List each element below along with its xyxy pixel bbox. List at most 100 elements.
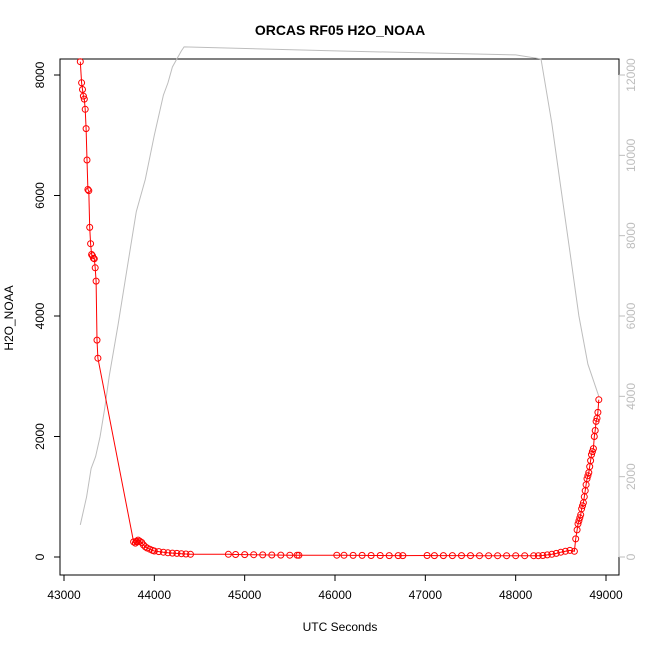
x-tick-label: 48000: [499, 588, 533, 602]
h2o-point: [588, 451, 595, 459]
h2o-point: [80, 95, 88, 103]
h2o-series: [76, 58, 603, 560]
y-tick-label: 0: [33, 553, 47, 560]
h2o-point: [187, 550, 194, 558]
y-tick-label: 8000: [33, 61, 47, 88]
h2o-point: [86, 223, 94, 231]
x-axis-label: UTC Seconds: [303, 620, 378, 634]
h2o-point: [81, 105, 89, 113]
h2o-point: [358, 551, 366, 559]
h2o-point: [539, 552, 547, 559]
h2o-point: [92, 277, 100, 285]
h2o-point: [548, 550, 556, 558]
y-tick-label: 2000: [33, 423, 47, 450]
h2o-point: [561, 547, 569, 555]
h2o-point: [90, 255, 98, 263]
y2-tick-label: 4000: [624, 383, 638, 410]
h2o-point: [87, 240, 95, 248]
h2o-point: [164, 549, 172, 557]
h2o-point: [78, 79, 86, 87]
y2-tick-label: 2000: [624, 463, 638, 490]
h2o-line: [79, 61, 600, 557]
y-tick-label: 6000: [33, 182, 47, 209]
h2o-point: [485, 552, 493, 560]
h2o-point: [591, 427, 599, 434]
h2o-point: [534, 552, 542, 560]
h2o-point: [76, 58, 84, 66]
h2o-point: [177, 550, 185, 558]
h2o-point: [579, 502, 586, 510]
x-tick-label: 45000: [228, 588, 262, 602]
h2o-point: [295, 551, 303, 559]
h2o-point: [521, 552, 529, 560]
altitude-line: [79, 46, 600, 526]
x-tick-label: 49000: [589, 588, 623, 602]
x-tick-label: 47000: [409, 588, 443, 602]
h2o-point: [155, 548, 163, 556]
h2o-point: [84, 186, 92, 193]
x-tick-label: 43000: [47, 588, 81, 602]
h2o-point: [566, 546, 574, 554]
h2o-point: [241, 551, 249, 559]
h2o-point: [476, 552, 483, 560]
h2o-point: [150, 547, 158, 555]
h2o-point: [552, 549, 560, 557]
h2o-point: [91, 264, 99, 272]
plot-frame: [59, 58, 620, 576]
h2o-point: [588, 448, 596, 456]
y-axis: 0 2000 4000 6000 8000: [33, 61, 61, 560]
h2o-point: [340, 551, 348, 559]
h2o-point: [423, 552, 431, 559]
plot-area: [59, 46, 620, 576]
h2o-point: [349, 551, 357, 559]
h2o-point: [268, 551, 276, 559]
h2o-point: [376, 552, 384, 559]
h2o-point: [467, 552, 474, 560]
h2o-point: [543, 551, 551, 559]
h2o-point: [439, 552, 447, 560]
y2-tick-label: 10000: [624, 138, 638, 172]
h2o-point: [494, 552, 502, 560]
h2o-point: [592, 417, 600, 425]
h2o-point: [85, 187, 93, 195]
x-axis: 43000 44000 45000 46000 47000 48000 49000: [47, 574, 623, 602]
h2o-point: [277, 551, 285, 559]
h2o-point: [594, 408, 602, 416]
h2o-point: [136, 537, 144, 545]
h2o-point: [367, 552, 375, 559]
h2o-point: [570, 547, 578, 555]
x-tick-label: 46000: [318, 588, 352, 602]
h2o-point: [583, 475, 591, 483]
h2o-point: [385, 552, 393, 560]
h2o-point: [448, 552, 456, 560]
h2o-point: [232, 551, 240, 558]
y2-axis: 0 2000 4000 6000 8000 10000 12000: [618, 58, 638, 560]
h2o-point: [79, 86, 86, 93]
h2o-point: [503, 552, 511, 560]
h2o-point: [458, 552, 465, 560]
h2o-point: [93, 336, 101, 344]
h2o-point: [250, 551, 258, 559]
h2o-point: [584, 472, 592, 480]
h2o-point: [595, 396, 603, 404]
h2o-point: [94, 354, 102, 362]
x-tick-label: 44000: [138, 588, 172, 602]
altitude-series: [79, 46, 600, 526]
y2-tick-label: 6000: [624, 302, 638, 329]
h2o-point: [224, 550, 232, 558]
h2o-point: [399, 552, 407, 560]
h2o-point: [394, 552, 402, 560]
h2o-point: [83, 156, 91, 164]
h2o-point: [182, 550, 190, 558]
chart-title: ORCAS RF05 H2O_NOAA: [255, 22, 425, 38]
h2o-point: [286, 551, 294, 559]
h2o-point: [168, 549, 176, 557]
h2o-point: [572, 535, 580, 543]
h2o-point: [173, 549, 181, 557]
h2o-point: [259, 551, 267, 559]
h2o-point: [512, 552, 520, 560]
y2-tick-label: 8000: [624, 222, 638, 249]
h2o-point: [530, 552, 538, 560]
y2-tick-label: 0: [624, 553, 638, 560]
h2o-point: [430, 552, 438, 560]
